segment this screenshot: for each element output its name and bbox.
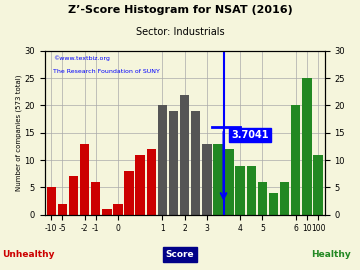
Text: Healthy: Healthy [311, 250, 351, 259]
Text: Z’-Score Histogram for NSAT (2016): Z’-Score Histogram for NSAT (2016) [68, 5, 292, 15]
Bar [102, 209, 112, 215]
Bar [69, 177, 78, 215]
Bar [135, 155, 145, 215]
Bar [269, 193, 278, 215]
Bar [235, 166, 245, 215]
Bar [213, 144, 223, 215]
Bar [58, 204, 67, 215]
Text: ©www.textbiz.org: ©www.textbiz.org [53, 56, 110, 62]
Bar [180, 94, 189, 215]
Bar [247, 166, 256, 215]
Text: 3.7041: 3.7041 [231, 130, 269, 140]
Bar [313, 155, 323, 215]
Text: Unhealthy: Unhealthy [3, 250, 55, 259]
Bar [80, 144, 89, 215]
Bar [91, 182, 100, 215]
Text: The Research Foundation of SUNY: The Research Foundation of SUNY [53, 69, 160, 74]
Bar [113, 204, 123, 215]
Bar [224, 149, 234, 215]
Bar [258, 182, 267, 215]
Bar [147, 149, 156, 215]
Bar [46, 187, 56, 215]
Bar [202, 144, 212, 215]
Y-axis label: Number of companies (573 total): Number of companies (573 total) [15, 75, 22, 191]
Bar [302, 78, 312, 215]
Bar [291, 106, 301, 215]
Bar [158, 106, 167, 215]
Bar [191, 111, 201, 215]
Text: Sector: Industrials: Sector: Industrials [136, 27, 224, 37]
Bar [124, 171, 134, 215]
Text: Score: Score [166, 250, 194, 259]
Bar [169, 111, 178, 215]
Bar [280, 182, 289, 215]
